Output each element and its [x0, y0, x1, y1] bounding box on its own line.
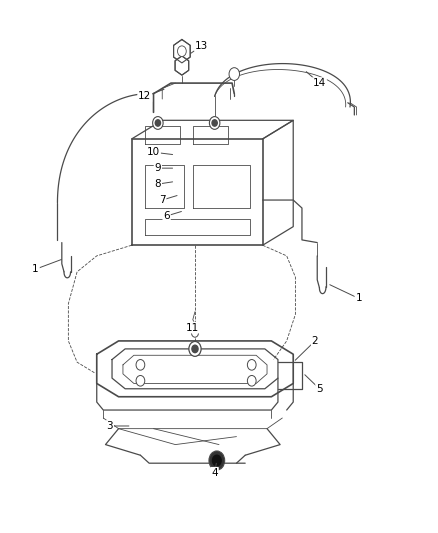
Circle shape — [177, 46, 186, 56]
Text: 11: 11 — [186, 322, 199, 333]
Circle shape — [212, 455, 221, 466]
Circle shape — [209, 451, 225, 470]
Circle shape — [155, 120, 160, 126]
Text: 5: 5 — [316, 384, 323, 394]
Text: 4: 4 — [211, 468, 218, 478]
Text: 2: 2 — [312, 336, 318, 346]
Polygon shape — [173, 39, 190, 63]
Circle shape — [229, 68, 240, 80]
Circle shape — [192, 345, 198, 353]
Circle shape — [212, 120, 217, 126]
Text: 1: 1 — [32, 264, 39, 274]
Text: 1: 1 — [355, 293, 362, 303]
Circle shape — [247, 360, 256, 370]
Text: 10: 10 — [147, 147, 160, 157]
Text: 7: 7 — [159, 195, 166, 205]
Circle shape — [136, 375, 145, 386]
Polygon shape — [175, 56, 189, 75]
Circle shape — [247, 375, 256, 386]
Circle shape — [209, 117, 220, 130]
Text: 8: 8 — [155, 179, 161, 189]
Circle shape — [191, 329, 198, 337]
Text: 6: 6 — [163, 211, 170, 221]
Text: 9: 9 — [155, 163, 161, 173]
Circle shape — [152, 117, 163, 130]
Circle shape — [189, 342, 201, 357]
Text: 3: 3 — [106, 421, 113, 431]
Text: 12: 12 — [138, 91, 152, 101]
Text: 13: 13 — [195, 41, 208, 51]
Circle shape — [136, 360, 145, 370]
Text: 14: 14 — [313, 78, 326, 88]
